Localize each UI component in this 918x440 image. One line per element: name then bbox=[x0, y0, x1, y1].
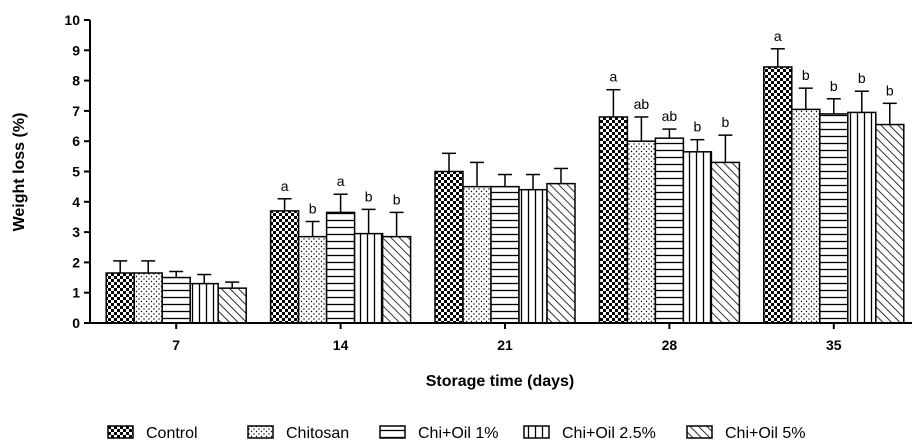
x-tick-label: 28 bbox=[662, 337, 678, 353]
x-tick-label: 7 bbox=[172, 337, 180, 353]
bar bbox=[217, 287, 247, 324]
x-axis-title: Storage time (days) bbox=[426, 373, 574, 390]
x-tick-label: 21 bbox=[497, 337, 513, 353]
significance-label: a bbox=[281, 178, 289, 194]
bar bbox=[189, 282, 219, 324]
bar bbox=[598, 116, 629, 324]
y-tick-label: 4 bbox=[72, 194, 80, 210]
y-tick-label: 7 bbox=[72, 103, 80, 119]
y-tick-label: 6 bbox=[72, 133, 80, 149]
legend-swatch bbox=[107, 425, 134, 439]
bars bbox=[105, 66, 905, 324]
bar bbox=[819, 113, 849, 324]
bar bbox=[518, 188, 548, 324]
bar bbox=[269, 210, 300, 324]
significance-label: b bbox=[365, 188, 373, 204]
bar bbox=[546, 182, 576, 324]
x-tick-label: 35 bbox=[826, 337, 842, 353]
bar bbox=[353, 232, 384, 324]
significance-label: b bbox=[858, 70, 866, 86]
bar bbox=[434, 170, 464, 324]
significance-label: ab bbox=[634, 96, 650, 112]
significance-label: b bbox=[393, 191, 401, 207]
bar bbox=[654, 137, 685, 324]
legend-label: Chitosan bbox=[286, 425, 349, 440]
significance-label: b bbox=[722, 114, 730, 130]
y-axis-ticks: 0 1 2 3 4 5 6 7 8 9 10 bbox=[64, 12, 90, 331]
bar bbox=[682, 151, 713, 324]
bar bbox=[847, 111, 877, 324]
legend-swatch bbox=[686, 425, 713, 439]
bar bbox=[462, 185, 492, 324]
y-tick-label: 1 bbox=[72, 285, 80, 301]
y-tick-label: 10 bbox=[64, 12, 80, 28]
significance-label: b bbox=[309, 200, 317, 216]
significance-label: b bbox=[802, 67, 810, 83]
legend-label: Chi+Oil 1% bbox=[418, 425, 498, 440]
legend-label: Chi+Oil 2.5% bbox=[562, 425, 656, 440]
bar bbox=[297, 235, 328, 324]
significance-label: a bbox=[774, 28, 782, 44]
y-tick-label: 5 bbox=[72, 164, 80, 180]
legend-swatch bbox=[523, 425, 550, 439]
bar bbox=[105, 272, 135, 324]
significance-label: a bbox=[337, 173, 345, 189]
x-tick-label: 14 bbox=[333, 337, 349, 353]
bar bbox=[490, 185, 520, 324]
legend-label: Control bbox=[146, 425, 198, 440]
legend-swatch bbox=[247, 425, 274, 439]
bar bbox=[133, 272, 163, 324]
y-axis-title: Weight loss (%) bbox=[11, 113, 28, 232]
bar bbox=[763, 66, 793, 324]
significance-label: ab bbox=[662, 108, 678, 124]
bar bbox=[791, 108, 821, 324]
error-bars bbox=[113, 48, 897, 289]
significance-label: a bbox=[610, 69, 618, 85]
y-tick-label: 9 bbox=[72, 42, 80, 58]
significance-label: b bbox=[830, 78, 838, 94]
bar bbox=[325, 211, 356, 324]
legend: Control Chitosan Chi+Oil 1% Chi+Oil 2.5% Chi… bbox=[107, 425, 805, 440]
bar bbox=[875, 123, 905, 324]
significance-label: b bbox=[694, 119, 702, 135]
legend-swatch bbox=[379, 425, 406, 439]
y-tick-label: 0 bbox=[72, 315, 80, 331]
bar bbox=[381, 235, 412, 324]
y-tick-label: 2 bbox=[72, 254, 80, 270]
x-axis-ticks: 7 14 21 28 35 bbox=[172, 323, 842, 353]
y-tick-label: 3 bbox=[72, 224, 80, 240]
y-tick-label: 8 bbox=[72, 73, 80, 89]
bar bbox=[626, 140, 657, 324]
bar bbox=[161, 276, 191, 324]
legend-label: Chi+Oil 5% bbox=[725, 425, 805, 440]
bar bbox=[710, 161, 741, 324]
significance-label: b bbox=[886, 82, 894, 98]
